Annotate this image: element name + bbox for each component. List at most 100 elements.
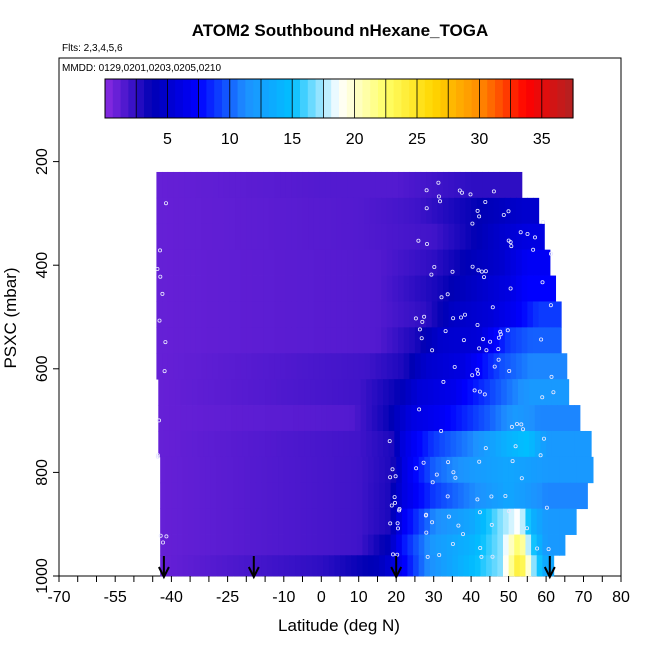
- heatmap-cell: [448, 301, 455, 328]
- heatmap-cell: [369, 223, 377, 251]
- heatmap-cell: [246, 223, 253, 251]
- heatmap-cell: [323, 555, 330, 577]
- heatmap-cell: [360, 379, 367, 406]
- heatmap-cell: [381, 353, 388, 380]
- heatmap-cell: [298, 430, 306, 458]
- heatmap-cell: [401, 482, 409, 510]
- heatmap-cell: [274, 249, 281, 276]
- heatmap-cell: [463, 534, 470, 556]
- heatmap-cell: [456, 405, 463, 432]
- heatmap-cell: [257, 249, 264, 276]
- heatmap-cell: [538, 301, 545, 328]
- sample-point: [422, 314, 427, 319]
- heatmap-cell: [527, 353, 534, 380]
- heatmap-cell: [452, 534, 459, 556]
- dates-label: MMDD: 0129,0201,0203,0205,0210: [62, 63, 221, 74]
- heatmap-cell: [296, 249, 304, 276]
- colorbar-segment: [198, 79, 207, 118]
- heatmap-cell: [238, 534, 246, 556]
- heatmap-cell: [368, 508, 375, 535]
- sample-point: [462, 312, 467, 317]
- heatmap-cell: [561, 353, 568, 380]
- sample-point: [446, 514, 451, 519]
- sample-point: [519, 476, 524, 481]
- sample-point: [542, 436, 547, 441]
- heatmap-cell: [510, 327, 517, 354]
- heatmap-cell: [195, 197, 202, 225]
- heatmap-cell: [403, 223, 410, 251]
- sample-point: [163, 340, 168, 345]
- heatmap-cell: [506, 430, 513, 458]
- heatmap-cell: [502, 482, 510, 510]
- heatmap-cell: [167, 197, 174, 225]
- heatmap-cell: [405, 405, 412, 432]
- heatmap-cell: [465, 327, 472, 354]
- heatmap-cell: [274, 327, 281, 354]
- heatmap-cell: [336, 171, 343, 199]
- colorbar-segment: [339, 79, 348, 118]
- heatmap-cell: [177, 508, 184, 535]
- heatmap-cell: [345, 555, 352, 577]
- heatmap-cell: [487, 171, 495, 199]
- heatmap-cell: [458, 482, 465, 510]
- heatmap-cell: [221, 534, 229, 556]
- heatmap-cell: [313, 301, 320, 328]
- heatmap-cell: [399, 430, 407, 458]
- heatmap-cell: [437, 275, 444, 302]
- heatmap-cell: [306, 456, 313, 484]
- heatmap-cell: [420, 301, 427, 328]
- heatmap-cell: [188, 508, 195, 535]
- colorbar-segment: [440, 79, 449, 118]
- heatmap-cell: [517, 405, 525, 432]
- heatmap-cell: [529, 405, 536, 432]
- heatmap-cell: [227, 456, 234, 484]
- heatmap-cell: [469, 555, 476, 577]
- heatmap-cell: [223, 353, 231, 380]
- heatmap-cell: [396, 482, 403, 510]
- sample-point: [158, 533, 163, 538]
- heatmap-cell: [486, 456, 493, 484]
- heatmap-cell: [321, 430, 328, 458]
- heatmap-cell: [266, 555, 274, 577]
- heatmap-cell: [458, 534, 465, 556]
- heatmap-cell: [291, 171, 298, 199]
- heatmap-cell: [276, 379, 283, 406]
- heatmap-cell: [384, 534, 392, 556]
- heatmap-cell: [223, 223, 231, 251]
- sample-point: [544, 505, 549, 510]
- heatmap-cell: [265, 430, 272, 458]
- heatmap-cell: [206, 223, 214, 251]
- heatmap-cell: [388, 405, 395, 432]
- heatmap-cell: [465, 223, 472, 251]
- colorbar-tick-label: 30: [471, 131, 489, 148]
- heatmap-cell: [446, 456, 453, 484]
- heatmap-cell: [156, 275, 163, 302]
- x-tick-label: 60: [537, 589, 555, 606]
- heatmap-cell: [193, 456, 201, 484]
- heatmap-cell: [173, 223, 180, 251]
- heatmap-cell: [330, 353, 337, 380]
- heatmap-cell: [214, 379, 221, 406]
- heatmap-cell: [246, 301, 253, 328]
- heatmap-cell: [426, 197, 433, 225]
- heatmap-cell: [212, 301, 219, 328]
- sample-point: [489, 522, 494, 527]
- heatmap-cell: [531, 555, 538, 577]
- y-tick-label: 600: [34, 355, 51, 382]
- sample-point: [540, 280, 545, 285]
- heatmap-cell: [480, 555, 487, 577]
- heatmap-cell: [392, 249, 399, 276]
- heatmap-cell: [557, 379, 564, 406]
- heatmap-cell: [454, 223, 461, 251]
- sample-point: [445, 494, 450, 499]
- heatmap-cell: [529, 430, 536, 458]
- heatmap-cell: [452, 555, 459, 577]
- heatmap-cell: [476, 197, 483, 225]
- heatmap-cell: [163, 379, 171, 406]
- heatmap-cell: [341, 327, 349, 354]
- heatmap-cell: [272, 534, 279, 556]
- sample-point: [535, 546, 540, 551]
- heatmap-cell: [514, 508, 521, 535]
- heatmap-cell: [536, 534, 543, 556]
- sample-point: [155, 454, 160, 459]
